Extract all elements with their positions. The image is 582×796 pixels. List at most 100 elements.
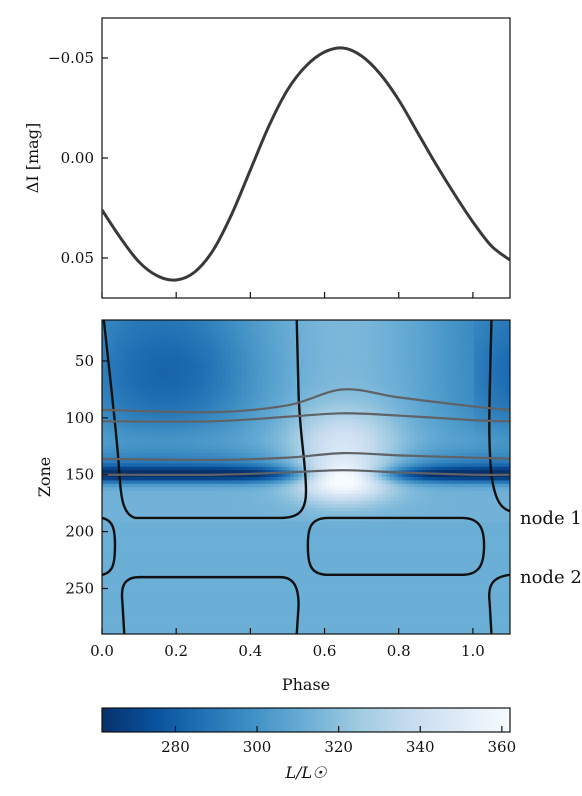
heatmap-cell: [302, 408, 307, 413]
heatmap-cell: [118, 616, 123, 621]
heatmap-cell: [138, 401, 143, 406]
heatmap-cell: [146, 586, 151, 591]
heatmap-cell: [150, 535, 155, 540]
heatmap-cell: [178, 350, 183, 355]
heatmap-cell: [258, 531, 263, 536]
heatmap-cell: [186, 391, 191, 396]
heatmap-cell: [222, 347, 227, 352]
heatmap-cell: [106, 500, 111, 505]
heatmap-cell: [174, 422, 179, 427]
heatmap-cell: [170, 538, 175, 543]
heatmap-cell: [142, 603, 147, 608]
heatmap-cell: [278, 381, 283, 386]
heatmap-cell: [214, 565, 219, 570]
heatmap-cell: [150, 388, 155, 393]
heatmap-cell: [266, 569, 271, 574]
heatmap-cell: [102, 627, 107, 632]
heatmap-cell: [290, 596, 295, 601]
heatmap-cell: [222, 374, 227, 379]
heatmap-cell: [130, 449, 135, 454]
heatmap-cell: [254, 538, 259, 543]
heatmap-cell: [238, 347, 243, 352]
heatmap-cell: [190, 480, 195, 485]
heatmap-cell: [302, 350, 307, 355]
heatmap-cell: [150, 347, 155, 352]
heatmap-cell: [262, 436, 267, 441]
heatmap-cell: [290, 613, 295, 618]
heatmap-cell: [246, 613, 251, 618]
heatmap-cell: [114, 494, 119, 499]
heatmap-cell: [214, 395, 219, 400]
heatmap-cell: [298, 548, 303, 553]
heatmap-cell: [146, 350, 151, 355]
heatmap-cell: [114, 535, 119, 540]
heatmap-cell: [190, 412, 195, 417]
heatmap-cell: [302, 593, 307, 598]
heatmap-cell: [146, 558, 151, 563]
heatmap-cell: [178, 483, 183, 488]
heatmap-cell: [250, 449, 255, 454]
heatmap-cell: [302, 323, 307, 328]
heatmap-cell: [142, 599, 147, 604]
heatmap-cell: [158, 354, 163, 359]
heatmap-cell: [198, 415, 203, 420]
heatmap-cell: [166, 439, 171, 444]
heatmap-cell: [210, 436, 215, 441]
heatmap-cell: [190, 371, 195, 376]
heatmap-cell: [286, 398, 291, 403]
heatmap-cell: [114, 586, 119, 591]
heatmap-cell: [258, 497, 263, 502]
heatmap-cell: [122, 511, 127, 516]
heatmap-cell: [226, 330, 231, 335]
heatmap-cell: [270, 507, 275, 512]
heatmap-cell: [234, 330, 239, 335]
heatmap-cell: [218, 357, 223, 362]
heatmap-cell: [202, 524, 207, 529]
heatmap-cell: [198, 490, 203, 495]
heatmap-cell: [102, 453, 107, 458]
heatmap-cell: [226, 425, 231, 430]
heatmap-cell: [286, 582, 291, 587]
heatmap-cell: [302, 418, 307, 423]
heatmap-cell: [234, 401, 239, 406]
heatmap-cell: [110, 470, 115, 475]
heatmap-cell: [258, 449, 263, 454]
heatmap-cell: [134, 623, 139, 628]
heatmap-cell: [126, 320, 131, 325]
heatmap-cell: [286, 384, 291, 389]
heatmap-cell: [166, 528, 171, 533]
heatmap-cell: [290, 494, 295, 499]
heatmap-cell: [166, 343, 171, 348]
heatmap-cell: [126, 517, 131, 522]
heatmap-cell: [174, 432, 179, 437]
heatmap-cell: [290, 360, 295, 365]
heatmap-cell: [174, 459, 179, 464]
heatmap-cell: [226, 497, 231, 502]
heatmap-cell: [234, 552, 239, 557]
heatmap-cell: [190, 541, 195, 546]
heatmap-cell: [182, 350, 187, 355]
heatmap-cell: [278, 398, 283, 403]
heatmap-cell: [258, 477, 263, 482]
heatmap-cell: [310, 405, 315, 410]
heatmap-cell: [210, 442, 215, 447]
heatmap-cell: [278, 480, 283, 485]
heatmap-cell: [114, 483, 119, 488]
heatmap-cell: [266, 517, 271, 522]
heatmap-cell: [122, 364, 127, 369]
heatmap-cell: [150, 606, 155, 611]
heatmap-cell: [314, 391, 319, 396]
heatmap-cell: [266, 401, 271, 406]
heatmap-cell: [246, 453, 251, 458]
heatmap-cell: [202, 603, 207, 608]
heatmap-cell: [150, 494, 155, 499]
heatmap-cell: [258, 357, 263, 362]
heatmap-cell: [246, 401, 251, 406]
heatmap-cell: [182, 449, 187, 454]
heatmap-cell: [146, 552, 151, 557]
heatmap-cell: [262, 610, 267, 615]
heatmap-cell: [262, 517, 267, 522]
heatmap-cell: [238, 480, 243, 485]
heatmap-cell: [110, 381, 115, 386]
heatmap-cell: [286, 483, 291, 488]
